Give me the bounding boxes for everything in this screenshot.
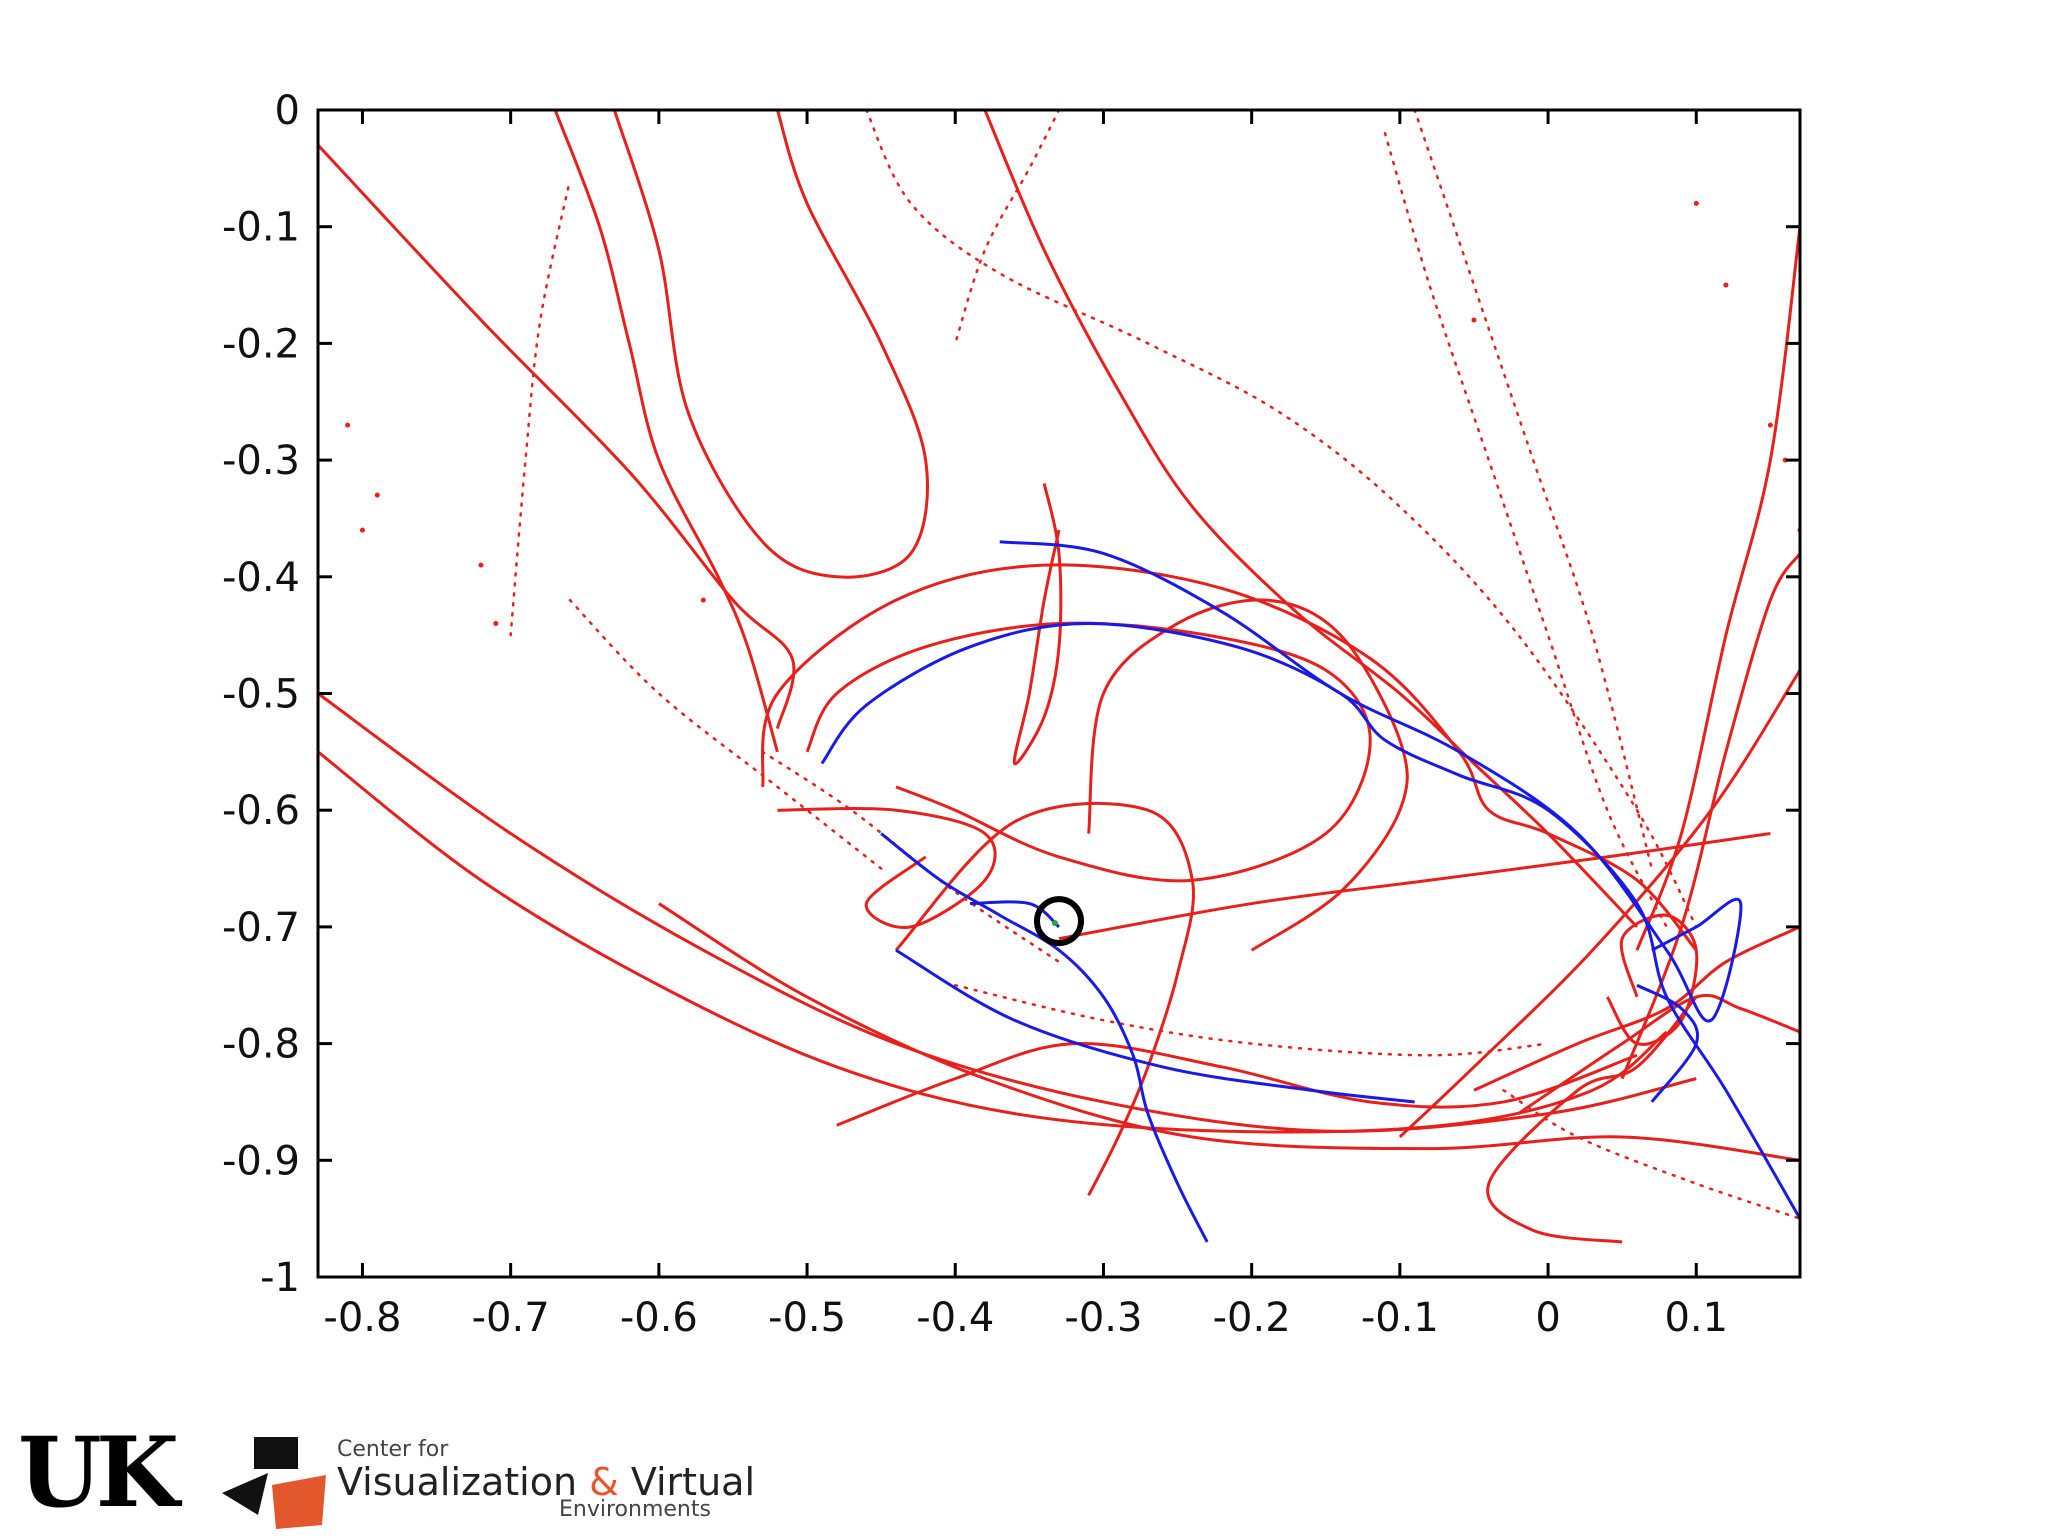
red-trajectory-27	[509, 178, 572, 637]
red-trajectory-31	[761, 750, 1061, 964]
marker-ring	[1034, 896, 1084, 947]
scatter-dots	[345, 200, 1800, 626]
y-tick-label: -0.2	[222, 321, 300, 367]
x-tick-label: -0.7	[472, 1295, 550, 1341]
red-trajectory-11	[1012, 483, 1063, 766]
cvve-logo-mark	[222, 1437, 326, 1529]
red-trajectory-16	[1620, 552, 1800, 1080]
x-tick-label: -0.5	[768, 1295, 846, 1341]
scatter-point	[1723, 282, 1729, 288]
red-trajectory-13	[1058, 832, 1771, 941]
red-trajectory-24	[954, 110, 1061, 345]
red-trajectory-9	[760, 563, 1698, 952]
axis-ticks: -0.8 -0.7 -0.6 -0.5 -0.4 -0.3 -0.2 -0.1 0 0.1 0 -0.…	[222, 88, 1800, 1341]
scatter-point	[1471, 317, 1477, 323]
red-trajectory-3	[318, 692, 1697, 1133]
scatter-point	[374, 492, 380, 498]
red-trajectory-4	[658, 902, 1800, 1162]
cvve-line2-a: Visualization	[337, 1460, 590, 1504]
red-trajectory-21	[1606, 913, 1699, 1046]
red-trajectory-26	[1413, 110, 1654, 870]
red-trajectory-10	[777, 806, 997, 929]
y-tick-label: 0	[275, 88, 300, 134]
red-trajectory-28	[568, 598, 883, 870]
blue-trajectory-37	[1636, 983, 1699, 1103]
cvve-logo-text: Center for Visualization & Virtual Envir…	[337, 1439, 755, 1521]
y-tick-label: -0.7	[222, 905, 300, 951]
scatter-point	[359, 527, 365, 533]
red-trajectory-6	[553, 110, 779, 753]
trajectory-curves	[318, 110, 1800, 1244]
red-trajectory-30	[1502, 1089, 1800, 1220]
y-tick-label: -0.1	[222, 205, 300, 251]
scatter-point	[493, 620, 499, 626]
x-tick-label: -0.3	[1064, 1295, 1142, 1341]
cvve-ampersand: &	[589, 1460, 619, 1504]
red-trajectory-1	[318, 143, 796, 729]
red-trajectory-25	[1383, 132, 1668, 929]
x-tick-label: -0.2	[1213, 1295, 1291, 1341]
uk-logo: UK	[18, 1416, 179, 1529]
y-tick-label: -1	[260, 1255, 300, 1301]
x-tick-label: -0.4	[916, 1295, 994, 1341]
y-tick-label: -0.8	[222, 1022, 300, 1068]
red-trajectory-7	[983, 110, 1639, 928]
scatter-point	[1693, 200, 1699, 206]
red-trajectory-18	[1486, 995, 1698, 1244]
scatter-point	[1767, 422, 1773, 428]
red-trajectory-23	[865, 110, 1698, 929]
blue-trajectory-32	[880, 832, 1209, 1243]
red-trajectory-22	[836, 1041, 1638, 1127]
red-trajectory-17	[1635, 226, 1800, 951]
y-tick-label: -0.4	[222, 555, 300, 601]
x-tick-label: -0.1	[1361, 1295, 1439, 1341]
blue-trajectory-33	[895, 948, 1415, 1104]
y-tick-label: -0.9	[222, 1138, 300, 1184]
red-trajectory-12	[894, 801, 1195, 1196]
x-tick-label: -0.6	[620, 1295, 698, 1341]
x-tick-label: 0	[1535, 1295, 1560, 1341]
scatter-point	[345, 422, 351, 428]
cvve-line1: Center for	[337, 1437, 449, 1462]
y-tick-label: -0.3	[222, 438, 300, 484]
red-trajectory-14	[1087, 598, 1409, 952]
plot-frame	[316, 108, 1802, 1279]
red-trajectory-29	[954, 984, 1550, 1057]
x-tick-label: -0.8	[323, 1295, 401, 1341]
y-tick-label: -0.5	[222, 672, 300, 718]
scatter-point	[478, 562, 484, 568]
marker-center-dot	[1052, 920, 1058, 927]
scatter-point	[700, 597, 706, 603]
red-trajectory-2	[318, 750, 1668, 1134]
current-position-marker	[1034, 896, 1084, 947]
red-trajectory-5	[612, 110, 929, 579]
footer-logos: UK Center for Visualization & Virtual En…	[0, 1405, 760, 1536]
trajectory-plot: -0.8 -0.7 -0.6 -0.5 -0.4 -0.3 -0.2 -0.1 0 0.1 0 -0.…	[222, 88, 1802, 1341]
red-trajectory-20	[1517, 993, 1800, 1115]
cvve-line2: Visualization & Virtual	[337, 1463, 755, 1501]
red-trajectory-19	[1473, 925, 1800, 1092]
red-trajectory-15	[1398, 669, 1800, 1139]
blue-trajectory-35	[820, 621, 1800, 1220]
red-trajectory-8	[805, 621, 1372, 883]
y-tick-label: -0.6	[222, 788, 300, 834]
cvve-line3: Environments	[559, 1497, 711, 1522]
cvve-line2-b: Virtual	[618, 1460, 755, 1504]
blue-trajectory-36	[999, 540, 1743, 1023]
x-tick-label: 0.1	[1664, 1295, 1728, 1341]
